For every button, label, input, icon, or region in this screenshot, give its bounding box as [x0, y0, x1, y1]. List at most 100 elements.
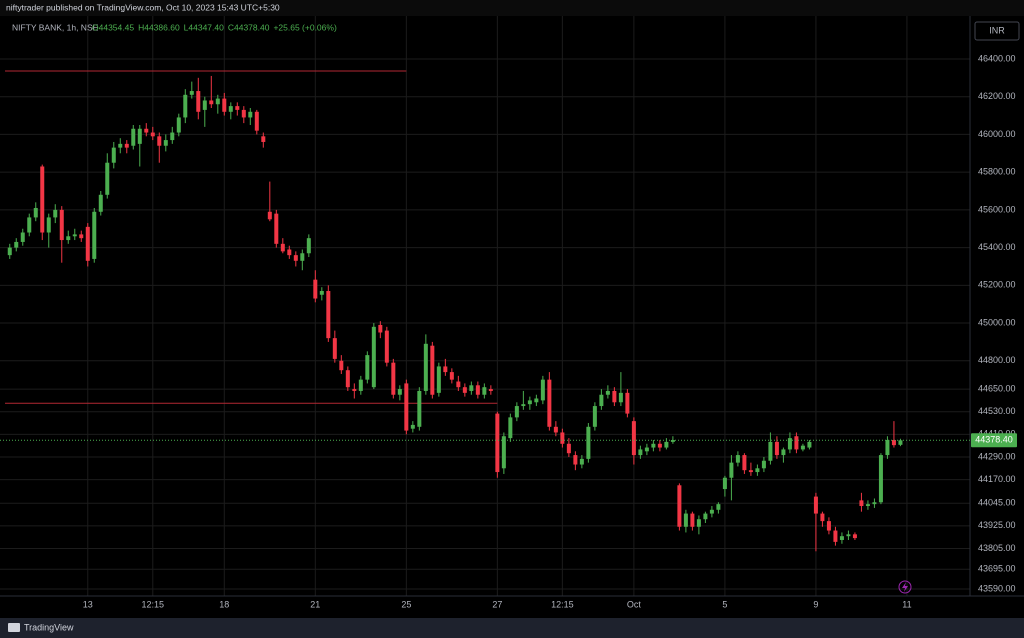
candle-body — [92, 211, 97, 259]
candle-body — [573, 455, 578, 465]
candle-body — [410, 424, 415, 429]
candle-body — [183, 94, 188, 118]
candle-body — [885, 440, 890, 456]
symbol: NIFTY BANK, 1h, NSE — [12, 22, 99, 32]
candle-body — [215, 98, 220, 105]
candle-body — [878, 455, 883, 503]
candle-body — [482, 387, 487, 395]
currency[interactable]: INR — [989, 25, 1005, 35]
currency-box[interactable] — [974, 21, 1020, 41]
ohlc-value: +25.65 (+0.06%) — [273, 22, 336, 32]
candle-body — [664, 441, 669, 448]
candle-body — [709, 509, 714, 514]
x-tick-label: 12:15 — [142, 599, 165, 609]
candle-body — [891, 440, 896, 446]
candle-body — [176, 117, 181, 133]
candle-body — [781, 449, 786, 456]
candle-body — [131, 128, 136, 146]
x-tick-label: Oct — [627, 599, 642, 609]
y-tick-label: 43805.00 — [978, 543, 1016, 553]
ohlc-value: O44354.45 — [92, 22, 134, 32]
candle-body — [787, 438, 792, 450]
candle-body — [729, 462, 734, 478]
candle-body — [742, 455, 747, 471]
y-tick-label: 45000.00 — [978, 317, 1016, 327]
candle-body — [547, 379, 552, 427]
candle-body — [163, 140, 168, 146]
candle-body — [280, 243, 285, 252]
lightning-icon[interactable] — [898, 580, 912, 594]
candle-body — [287, 249, 292, 256]
candle-body — [378, 324, 383, 333]
candle-body — [241, 109, 246, 118]
candle-body — [254, 111, 259, 131]
candle-body — [495, 413, 500, 473]
candle-body — [540, 379, 545, 401]
candle-body — [300, 253, 305, 261]
candle-body — [306, 238, 311, 254]
y-tick-label: 46200.00 — [978, 91, 1016, 101]
candle-body — [111, 147, 116, 163]
brand: TradingView — [24, 622, 74, 632]
candle-body — [462, 387, 467, 393]
candle-body — [872, 502, 877, 505]
candle-body — [631, 421, 636, 456]
candle-body — [235, 106, 240, 110]
candle-body — [7, 247, 12, 256]
candle-body — [72, 234, 77, 237]
candle-body — [755, 468, 760, 473]
candle-body — [826, 521, 831, 531]
candle-body — [625, 392, 630, 414]
candle-body — [807, 441, 812, 448]
candle-body — [20, 232, 25, 242]
candle-body — [846, 534, 851, 537]
candle-body — [46, 217, 51, 233]
last-price-label: 44378.40 — [975, 435, 1013, 445]
candle-body — [748, 470, 753, 473]
candle-body — [677, 485, 682, 527]
candle-body — [189, 91, 194, 95]
candle-body — [313, 279, 318, 299]
y-tick-label: 46400.00 — [978, 53, 1016, 63]
candle-body — [209, 100, 214, 105]
candle-body — [40, 166, 45, 233]
candle-body — [774, 441, 779, 456]
y-tick-label: 45600.00 — [978, 204, 1016, 214]
candle-body — [670, 440, 675, 442]
candle-body — [592, 406, 597, 427]
candle-body — [170, 132, 175, 141]
candle-body — [683, 513, 688, 527]
candle-body — [397, 389, 402, 395]
candle-body — [105, 162, 110, 195]
candle-body — [248, 111, 253, 118]
candle-body — [456, 381, 461, 388]
candle-body — [53, 209, 58, 218]
candle-body — [761, 460, 766, 469]
x-tick-label: 11 — [902, 599, 911, 609]
candle-body — [157, 136, 162, 146]
candle-body — [586, 426, 591, 459]
candle-body — [794, 436, 799, 450]
lightning-glyph — [902, 582, 908, 592]
candle-body — [85, 226, 90, 261]
candle-body — [449, 372, 454, 380]
candle-body — [274, 213, 279, 244]
x-tick-label: 25 — [401, 599, 411, 609]
y-tick-label: 43695.00 — [978, 564, 1016, 574]
candle-body — [605, 390, 610, 395]
candle-body — [319, 290, 324, 295]
candle-body — [339, 360, 344, 371]
candle-body — [267, 211, 272, 220]
candle-body — [521, 404, 526, 407]
candle-body — [735, 455, 740, 463]
y-tick-label: 44170.00 — [978, 474, 1016, 484]
candle-body — [124, 143, 129, 148]
y-tick-label: 45800.00 — [978, 167, 1016, 177]
candle-body — [150, 132, 155, 137]
candle-body — [651, 443, 656, 448]
x-tick-label: 21 — [310, 599, 320, 609]
candle-body — [898, 440, 903, 445]
candle-body — [430, 345, 435, 395]
candle-body — [768, 441, 773, 461]
